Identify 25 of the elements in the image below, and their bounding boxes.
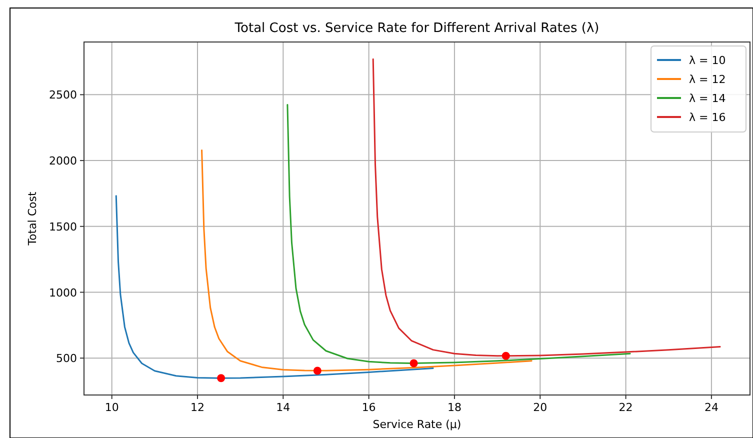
- x-tick-label: 22: [618, 401, 633, 414]
- y-axis-title: Total Cost: [26, 191, 39, 246]
- x-tick-label: 16: [362, 401, 376, 414]
- point: [502, 352, 510, 360]
- x-axis-title: Service Rate (μ): [372, 418, 462, 431]
- x-tick-label: 20: [533, 401, 548, 414]
- y-tick-label: 1500: [49, 220, 77, 234]
- point: [217, 374, 226, 382]
- y-tick-label: 1000: [49, 286, 77, 300]
- legend-label: λ = 12: [689, 73, 726, 86]
- x-tick-label: 14: [276, 401, 290, 414]
- x-tick-label: 18: [447, 401, 462, 414]
- line-series: [201, 150, 532, 372]
- point: [410, 359, 418, 368]
- point: [313, 366, 322, 375]
- legend-label: λ = 10: [689, 54, 726, 67]
- y-tick-label: 2500: [49, 88, 77, 102]
- x-tick-label: 24: [704, 401, 718, 414]
- y-tick-label: 500: [56, 352, 77, 366]
- x-tick-label: 12: [190, 401, 204, 414]
- x-tick-label: 10: [104, 401, 119, 414]
- chart-title: Total Cost vs. Service Rate for Different Arrival Rates (λ): [234, 21, 600, 36]
- y-tick-label: 2000: [49, 154, 77, 168]
- legend-label: λ = 14: [689, 92, 726, 105]
- legend-label: λ = 16: [689, 111, 726, 124]
